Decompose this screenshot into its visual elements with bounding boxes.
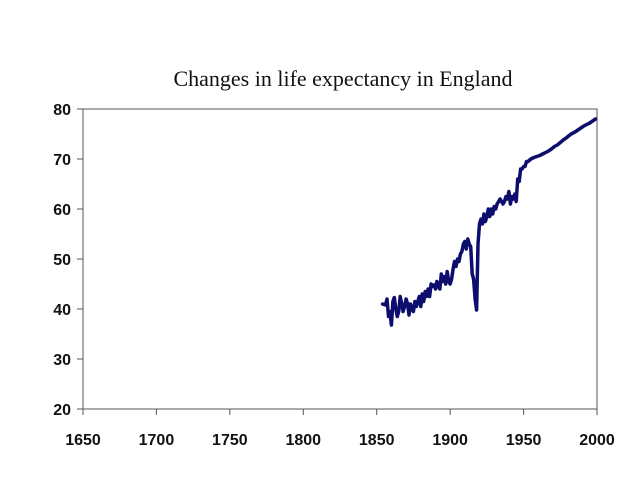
y-tick-label: 70 [53, 152, 71, 169]
x-tick-label: 2000 [579, 432, 615, 449]
y-axis: 20 30 40 50 60 70 80 [53, 102, 83, 419]
series-layer [380, 117, 598, 327]
y-tick-label: 60 [53, 202, 71, 219]
x-tick-label: 1800 [285, 432, 321, 449]
y-tick-label: 50 [53, 252, 71, 269]
x-axis: 1650 1700 1750 1800 1850 1900 1950 2000 [65, 409, 615, 449]
x-tick-label: 1850 [359, 432, 395, 449]
x-tick-label: 1650 [65, 432, 101, 449]
y-tick-label: 30 [53, 352, 71, 369]
series-line-life-expectancy [380, 117, 598, 327]
y-tick-label: 20 [53, 402, 71, 419]
chart-title: Changes in life expectancy in England [173, 66, 512, 91]
x-tick-label: 1900 [432, 432, 468, 449]
plot-area [82, 108, 598, 410]
x-tick-label: 1750 [212, 432, 248, 449]
x-tick-label: 1950 [506, 432, 542, 449]
y-tick-label: 40 [53, 302, 71, 319]
x-tick-label: 1700 [139, 432, 175, 449]
y-tick-label: 80 [53, 102, 71, 119]
